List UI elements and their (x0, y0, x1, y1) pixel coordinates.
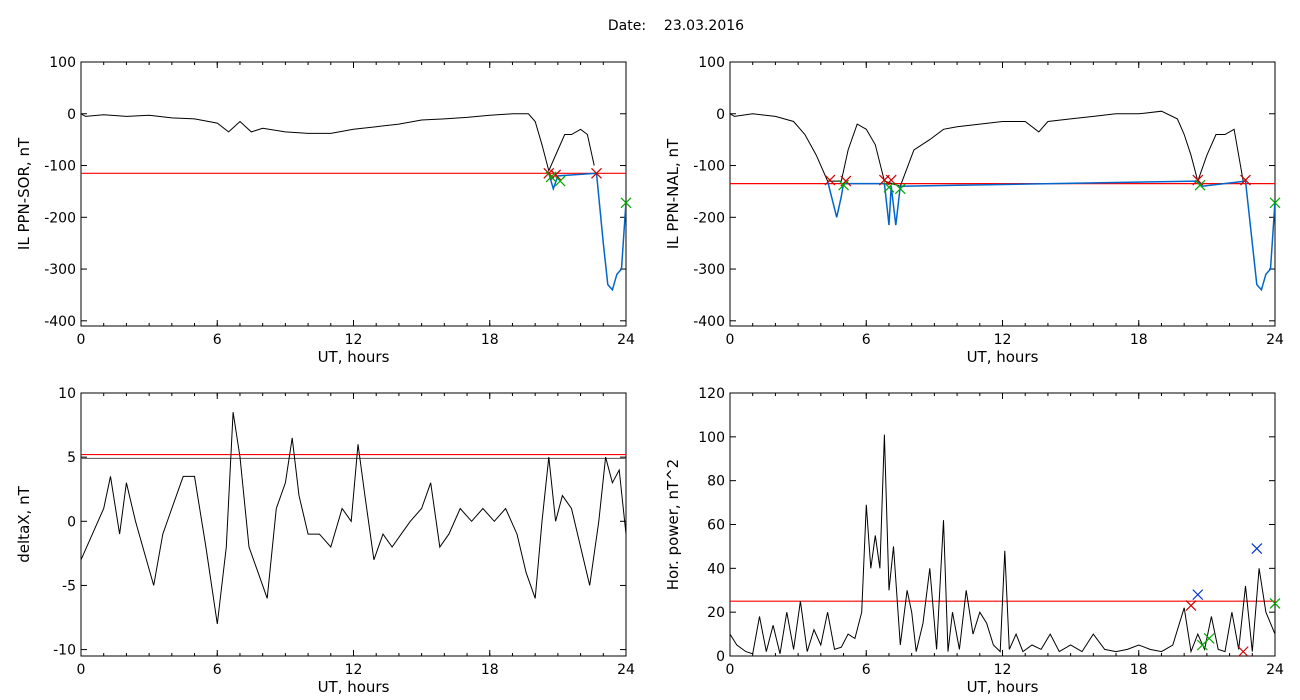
y-tick-label: 120 (698, 386, 725, 402)
x-tick-label: 0 (77, 332, 86, 348)
x-tick-label: 18 (1130, 332, 1148, 348)
y-tick-label: 0 (67, 107, 76, 123)
x-marker (1251, 543, 1263, 555)
x-axis-label: UT, hours (318, 678, 390, 696)
y-tick-label: 0 (716, 649, 725, 665)
x-tick-label: 6 (213, 662, 222, 678)
panel-4: 0 6 12 18 24 0 20 40 60 80 100 120 UT, hours Hor. pow… (664, 386, 1284, 696)
series-line-2 (826, 180, 1275, 292)
x-axis-label: UT, hours (318, 348, 390, 366)
series-line-1 (81, 113, 595, 173)
y-tick-label: 100 (698, 55, 725, 71)
y-tick-label: -5 (62, 578, 76, 594)
x-axis-label: UT, hours (967, 348, 1039, 366)
x-tick-label: 12 (994, 662, 1012, 678)
plot-frame (729, 61, 1276, 327)
x-axis-label: UT, hours (967, 678, 1039, 696)
y-tick-label: 40 (707, 561, 725, 577)
x-tick-label: 0 (726, 662, 735, 678)
y-tick-label: 10 (58, 386, 76, 402)
y-tick-label: -300 (693, 262, 725, 278)
panel-3: 0 6 12 18 24 -10 -5 0 5 10 UT, hours deltaX, nT (15, 386, 635, 696)
y-tick-label: -100 (44, 159, 76, 175)
x-tick-label: 6 (213, 332, 222, 348)
y-tick-label: -400 (44, 314, 76, 330)
x-marker (1203, 633, 1215, 644)
x-marker (883, 181, 895, 193)
x-marker (554, 175, 566, 187)
x-tick-label: 18 (1130, 662, 1148, 678)
x-marker (1194, 179, 1206, 191)
y-tick-label: -100 (693, 159, 725, 175)
x-marker (894, 183, 906, 195)
x-marker (885, 174, 897, 186)
y-tick-label: 80 (707, 474, 725, 490)
x-tick-label: 0 (77, 662, 86, 678)
y-tick-label: 60 (707, 518, 725, 534)
series-line-1 (81, 412, 626, 624)
panel-2: 0 6 12 18 24 -400 -300 -200 -100 0 100 UT, hours IL … (664, 55, 1284, 366)
x-marker (1269, 597, 1281, 609)
plot-frame (80, 392, 627, 657)
x-tick-label: 24 (1266, 662, 1284, 678)
y-tick-label: -300 (44, 262, 76, 278)
y-tick-label: 20 (707, 605, 725, 621)
x-tick-label: 12 (994, 332, 1012, 348)
x-tick-label: 12 (345, 662, 363, 678)
x-marker (1269, 197, 1281, 209)
x-marker (1240, 174, 1251, 186)
x-marker (824, 174, 836, 186)
x-tick-label: 18 (481, 332, 499, 348)
x-marker (1185, 600, 1197, 612)
x-tick-label: 24 (1266, 332, 1284, 348)
x-tick-label: 6 (862, 662, 871, 678)
x-marker (1192, 589, 1204, 601)
y-tick-label: 100 (49, 55, 76, 71)
y-tick-label: 0 (716, 107, 725, 123)
x-tick-label: 18 (481, 662, 499, 678)
series-line-2 (548, 172, 626, 292)
date-value: 23.03.2016 (663, 18, 745, 34)
y-tick-label: -10 (53, 643, 76, 659)
y-axis-label: IL PPN-SOR, nT (15, 137, 33, 250)
x-marker (620, 197, 632, 209)
series-line-1 (730, 434, 1275, 655)
y-axis-label: IL PPN-NAL, nT (664, 138, 682, 249)
y-tick-label: 5 (67, 450, 76, 466)
y-tick-label: 0 (67, 514, 76, 530)
plot-frame (80, 61, 627, 327)
x-marker (591, 167, 602, 179)
panel-1: 0 6 12 18 24 -400 -300 -200 -100 0 100 UT, hours IL … (15, 55, 635, 366)
date-label: Date: (607, 18, 647, 34)
y-axis-label: deltaX, nT (15, 485, 33, 562)
x-marker (545, 171, 557, 183)
x-tick-label: 6 (862, 332, 871, 348)
y-tick-label: -200 (44, 210, 76, 226)
x-tick-label: 24 (617, 332, 635, 348)
figure-date-line: Date: 23.03.2016 (0, 18, 1300, 34)
y-tick-label: -200 (693, 210, 725, 226)
x-marker (838, 179, 849, 191)
plot-frame (729, 392, 1276, 657)
x-tick-label: 24 (617, 662, 635, 678)
series-line-1 (730, 110, 1244, 187)
x-tick-label: 0 (726, 332, 735, 348)
x-tick-label: 12 (345, 332, 363, 348)
y-tick-label: 100 (698, 430, 725, 446)
x-marker (1237, 646, 1249, 658)
y-tick-label: -400 (693, 314, 725, 330)
y-axis-label: Hor. power, nT^2 (664, 459, 682, 590)
